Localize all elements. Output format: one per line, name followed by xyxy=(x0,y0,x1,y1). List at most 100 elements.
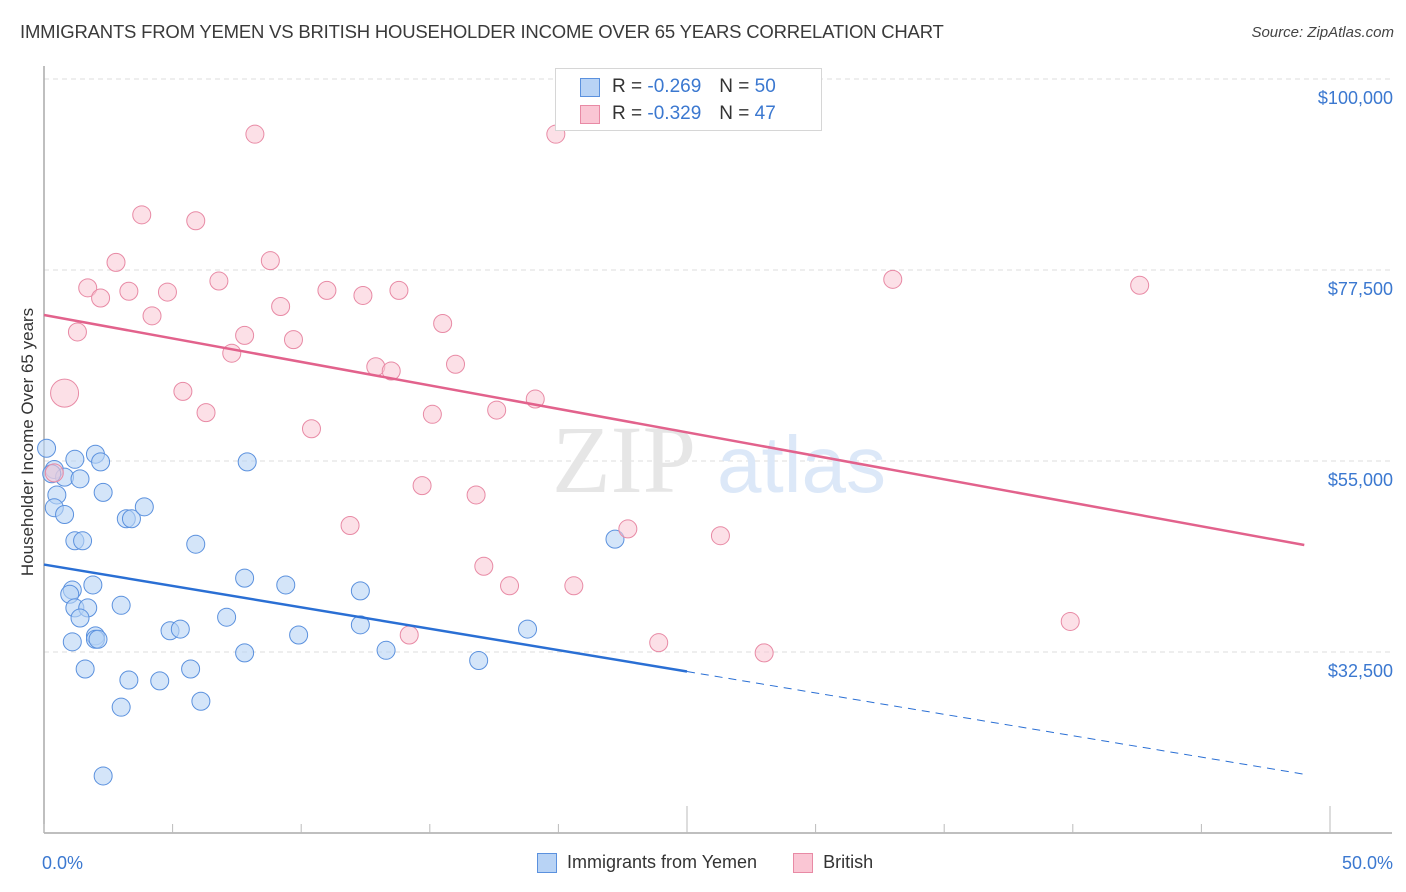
tick-labels: $32,500 $55,000 $77,500 $100,000 0.0% 50.0% xyxy=(42,88,1393,873)
data-point-yemen xyxy=(469,650,489,670)
data-point-british xyxy=(119,281,139,301)
legend-label-british: British xyxy=(823,852,874,872)
legend-row-british: R = -0.329 N = 47 xyxy=(580,101,776,127)
data-point-british xyxy=(186,211,206,231)
data-point-yemen xyxy=(134,497,154,517)
x-tick-label-max: 50.0% xyxy=(1342,853,1393,873)
data-point-british xyxy=(157,282,177,302)
n-value: 50 xyxy=(754,76,776,97)
data-point-british xyxy=(649,633,669,653)
data-point-british xyxy=(466,485,486,505)
data-point-british xyxy=(487,400,507,420)
y-tick-label: $55,000 xyxy=(1328,470,1393,490)
data-point-british xyxy=(446,354,466,374)
data-point-british xyxy=(196,403,216,423)
legend-item-yemen[interactable]: Immigrants from Yemen xyxy=(537,852,757,873)
source-label: Source: ZipAtlas.com xyxy=(1251,24,1394,41)
r-label: R = xyxy=(612,76,643,97)
stats-legend: R = -0.269 N = 50 R = -0.329 N = 47 xyxy=(555,68,822,131)
data-point-british xyxy=(381,361,401,381)
data-point-yemen xyxy=(55,504,75,524)
data-point-yemen xyxy=(276,575,296,595)
data-point-yemen xyxy=(73,531,93,551)
r-value: -0.269 xyxy=(647,76,702,97)
chart-title: IMMIGRANTS FROM YEMEN VS BRITISH HOUSEHO… xyxy=(20,21,944,42)
data-point-yemen xyxy=(605,529,625,549)
data-point-british xyxy=(67,322,87,342)
n-label: N = xyxy=(719,103,750,124)
data-point-yemen xyxy=(88,629,108,649)
data-point-british xyxy=(412,476,432,496)
data-point-british xyxy=(245,124,265,144)
data-point-yemen xyxy=(93,766,113,786)
data-point-yemen xyxy=(289,625,309,645)
n-label: N = xyxy=(719,76,750,97)
data-point-yemen xyxy=(235,643,255,663)
series-legend: Immigrants from Yemen British xyxy=(537,852,909,873)
data-point-yemen xyxy=(111,595,131,615)
data-point-yemen xyxy=(217,607,237,627)
data-point-british xyxy=(433,313,453,333)
data-point-british xyxy=(283,330,303,350)
data-point-yemen xyxy=(235,568,255,588)
british-swatch-icon xyxy=(580,104,600,124)
r-value: -0.329 xyxy=(647,103,702,124)
data-point-yemen xyxy=(70,608,90,628)
data-point-british xyxy=(106,252,126,272)
y-axis-title: Householder Income Over 65 years xyxy=(18,308,37,576)
data-point-yemen xyxy=(350,581,370,601)
data-point-british xyxy=(132,205,152,225)
data-point-yemen xyxy=(350,615,370,635)
data-point-yemen xyxy=(75,659,95,679)
data-point-british xyxy=(353,285,373,305)
data-point-british xyxy=(91,288,111,308)
british-swatch-icon xyxy=(793,852,814,873)
trend-line-yemen-extrapolated xyxy=(686,671,1305,775)
data-point-yemen xyxy=(83,575,103,595)
data-point-british xyxy=(173,381,193,401)
trend-line-yemen xyxy=(43,563,688,673)
data-point-yemen xyxy=(518,619,538,639)
data-point-british xyxy=(235,325,255,345)
data-point-yemen xyxy=(111,697,131,717)
data-point-british xyxy=(500,576,520,596)
data-point-yemen xyxy=(37,438,57,458)
trend-lines xyxy=(43,313,1305,775)
data-point-yemen xyxy=(237,452,257,472)
legend-label-yemen: Immigrants from Yemen xyxy=(567,852,758,872)
data-point-british xyxy=(301,419,321,439)
data-point-british xyxy=(78,278,98,298)
data-point-british xyxy=(389,280,409,300)
data-point-british xyxy=(1060,611,1080,631)
data-point-yemen xyxy=(119,670,139,690)
data-point-british xyxy=(209,271,229,291)
data-point-yemen xyxy=(376,640,396,660)
data-point-british xyxy=(399,625,419,645)
y-tick-label: $100,000 xyxy=(1318,88,1393,108)
data-point-british xyxy=(618,519,638,539)
data-point-british xyxy=(50,378,80,408)
data-point-yemen xyxy=(65,449,85,469)
data-point-british xyxy=(710,526,730,546)
data-point-british xyxy=(1130,275,1150,295)
data-point-british xyxy=(883,269,903,289)
x-tick-label-min: 0.0% xyxy=(42,853,83,873)
data-point-yemen xyxy=(93,482,113,502)
data-point-yemen xyxy=(62,632,82,652)
data-point-british xyxy=(142,306,162,326)
y-tick-label: $32,500 xyxy=(1328,661,1393,681)
data-point-yemen xyxy=(70,469,90,489)
yemen-swatch-icon xyxy=(580,77,600,97)
data-point-british xyxy=(271,297,291,317)
data-point-british xyxy=(44,463,64,483)
legend-item-british[interactable]: British xyxy=(793,852,873,873)
data-point-yemen xyxy=(186,534,206,554)
yemen-swatch-icon xyxy=(537,852,557,873)
data-point-british xyxy=(260,251,280,271)
data-point-british xyxy=(317,280,337,300)
data-point-british xyxy=(754,643,774,663)
watermark-zip: ZIP xyxy=(552,406,696,513)
gridlines xyxy=(44,78,1392,653)
r-label: R = xyxy=(612,103,643,124)
